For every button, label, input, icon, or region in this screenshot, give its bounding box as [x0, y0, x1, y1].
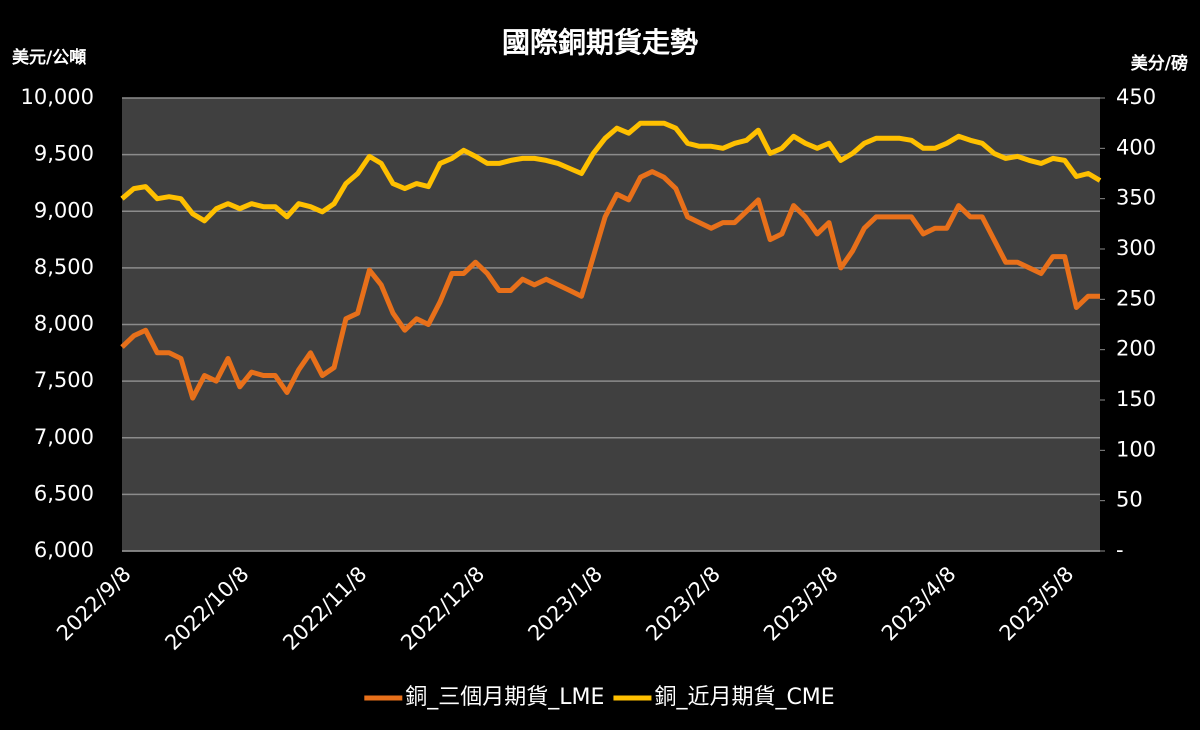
- data-line: [120, 120, 1102, 224]
- y-tick-label: 6,000: [34, 538, 94, 562]
- y-tick-label: 10,000: [21, 85, 94, 109]
- y2-axis-title: 美分/磅: [1131, 53, 1188, 74]
- y-tick-label: 9,000: [34, 198, 94, 222]
- chart-title: 國際銅期貨走勢: [502, 26, 698, 59]
- y2-tick-label: 150: [1116, 387, 1156, 411]
- y-tick-label: 6,500: [34, 481, 94, 505]
- y2-tick-label: 350: [1116, 186, 1156, 210]
- y2-tick-label: -: [1116, 538, 1124, 562]
- y-axis-title: 美元/公噸: [12, 47, 86, 68]
- y2-tick-label: 200: [1116, 337, 1156, 361]
- legend-label: 銅_近月期貨_CME: [654, 685, 834, 710]
- y-tick-label: 7,500: [34, 368, 94, 392]
- y2-tick-label: 50: [1116, 488, 1143, 512]
- y2-tick-label: 100: [1116, 437, 1156, 461]
- legend-label: 銅_三個月期貨_LME: [405, 685, 604, 710]
- y2-tick-label: 250: [1116, 286, 1156, 310]
- y2-tick-label: 450: [1116, 85, 1156, 109]
- y-tick-label: 9,500: [34, 142, 94, 166]
- y-tick-label: 8,500: [34, 255, 94, 279]
- y-tick-label: 8,000: [34, 312, 94, 336]
- y2-tick-label: 300: [1116, 236, 1156, 260]
- data-line: [120, 169, 1100, 401]
- y2-tick-label: 400: [1116, 135, 1156, 159]
- y-tick-label: 7,000: [34, 425, 94, 449]
